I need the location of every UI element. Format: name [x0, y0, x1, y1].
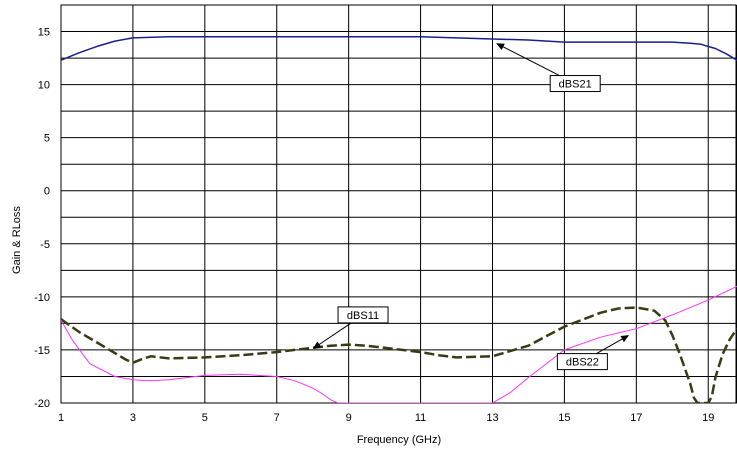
x-tick-label: 7 — [274, 412, 280, 424]
x-tick-label: 5 — [202, 412, 208, 424]
annotations: dBS21 dBS11 dBS22 — [312, 43, 630, 371]
callout-arrowhead — [496, 43, 505, 50]
callout-arrow-line — [501, 45, 560, 76]
x-tick-label: 13 — [486, 412, 498, 424]
x-axis-label: Frequency (GHz) — [357, 434, 441, 446]
plot-area — [61, 5, 737, 403]
series-line-dbs11 — [61, 306, 737, 403]
y-tick-label: 10 — [38, 80, 50, 92]
callout-arrowhead — [620, 335, 630, 343]
x-tick-labels: 1 3 5 7 9 11 13 15 17 19 — [58, 412, 714, 424]
y-axis-label: Gain & RLoss — [11, 206, 23, 274]
y-tick-label: 5 — [44, 133, 50, 145]
y-tick-label: 0 — [44, 186, 50, 198]
x-tick-label: 19 — [702, 412, 714, 424]
callout-arrowhead — [312, 341, 322, 349]
callout-label: dBS21 — [559, 79, 592, 91]
callout-label: dBS22 — [566, 357, 599, 369]
y-tick-labels: 15 10 5 0 -5 -10 -15 -20 — [34, 27, 50, 410]
series-line-dbs22 — [61, 285, 737, 403]
x-tick-label: 15 — [558, 412, 570, 424]
callout-box — [337, 306, 389, 324]
x-tick-label: 17 — [630, 412, 642, 424]
x-tick-label: 11 — [415, 412, 426, 424]
y-tick-label: -20 — [34, 398, 50, 410]
grid — [60, 4, 737, 404]
x-tick-label: 3 — [130, 412, 136, 424]
series-group — [61, 36, 737, 403]
callout-box — [556, 353, 608, 371]
y-tick-label: -15 — [34, 345, 50, 357]
callout-arrow-line — [596, 337, 625, 355]
y-tick-label: -10 — [34, 292, 50, 304]
callout-arrow-line — [317, 322, 352, 346]
callout-label: dBS11 — [347, 310, 379, 322]
x-tick-label: 1 — [58, 412, 64, 424]
y-tick-label: -5 — [40, 239, 50, 251]
x-tick-label: 9 — [346, 412, 352, 424]
callout-box — [549, 75, 601, 93]
series-line-dbs21 — [61, 36, 737, 61]
y-tick-label: 15 — [38, 27, 50, 39]
